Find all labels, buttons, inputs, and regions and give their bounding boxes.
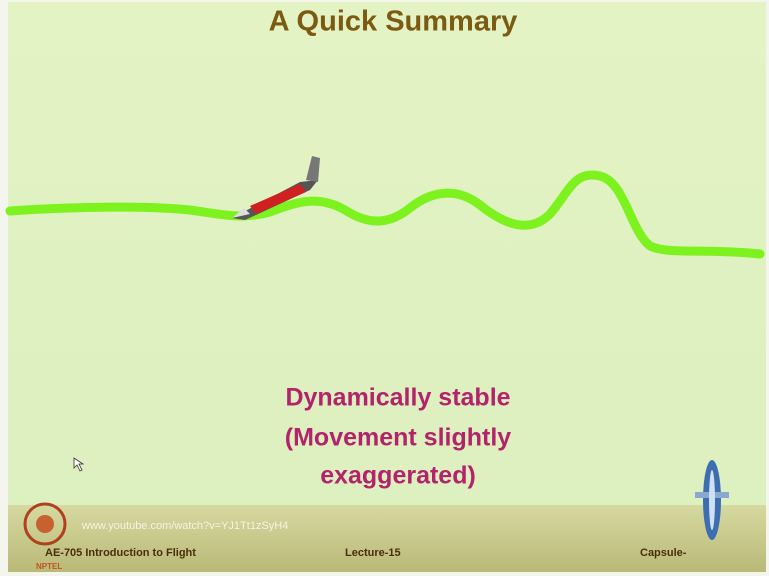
caption-line: (Movement slightly <box>285 424 512 452</box>
capsule-text: Capsule- <box>640 547 687 559</box>
logo-text: NPTEL <box>36 562 62 571</box>
slide-title: A Quick Summary <box>269 6 518 38</box>
lecture-text: Lecture-15 <box>345 547 401 559</box>
course-text: AE-705 Introduction to Flight <box>45 547 196 559</box>
slide: A Quick Summary Dynamically stable (Move… <box>0 0 769 576</box>
logo-center <box>36 515 54 533</box>
caption-line: Dynamically stable <box>285 384 510 412</box>
caption-line: exaggerated) <box>320 462 476 490</box>
url-text: www.youtube.com/watch?v=YJ1Tt1zSyH4 <box>81 520 288 532</box>
footer-band <box>8 505 766 572</box>
page: A Quick Summary Dynamically stable (Move… <box>0 0 769 576</box>
